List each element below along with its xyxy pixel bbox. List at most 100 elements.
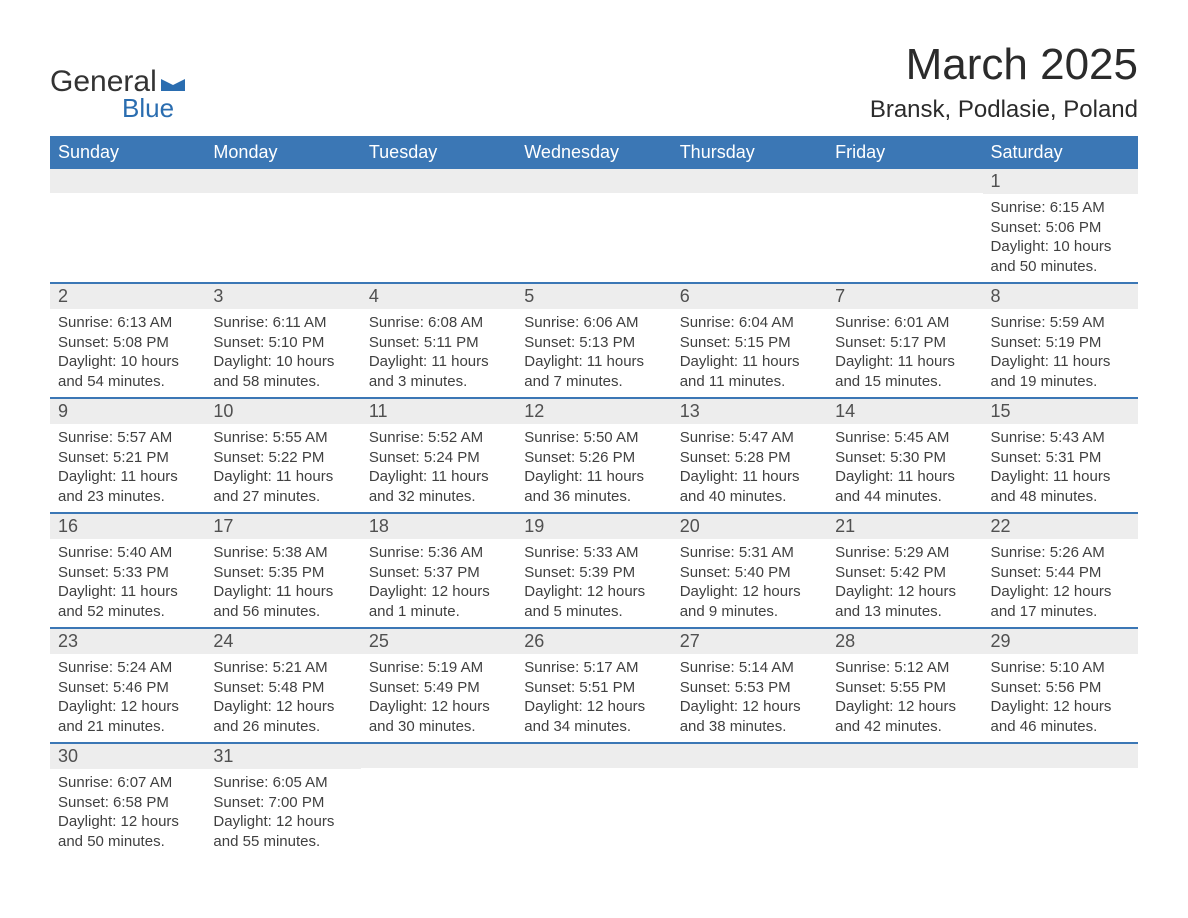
day-sunset: Sunset: 5:44 PM <box>991 563 1130 583</box>
day-cell-body: Sunrise: 5:12 AMSunset: 5:55 PMDaylight:… <box>827 654 982 742</box>
weekday-header: Sunday <box>50 136 205 169</box>
day-sunrise: Sunrise: 5:55 AM <box>213 428 352 448</box>
day-number: 9 <box>50 397 205 424</box>
day-cell-body: Sunrise: 5:59 AMSunset: 5:19 PMDaylight:… <box>983 309 1138 397</box>
day-day1: Daylight: 11 hours <box>680 352 819 372</box>
day-details: Sunrise: 5:14 AMSunset: 5:53 PMDaylight:… <box>672 654 827 742</box>
day-sunrise: Sunrise: 5:47 AM <box>680 428 819 448</box>
day-number: 25 <box>361 627 516 654</box>
day-sunset: Sunset: 5:15 PM <box>680 333 819 353</box>
day-details: Sunrise: 5:10 AMSunset: 5:56 PMDaylight:… <box>983 654 1138 742</box>
day-day2: and 42 minutes. <box>835 717 974 737</box>
day-day1: Daylight: 12 hours <box>213 812 352 832</box>
daybody-row: Sunrise: 6:07 AMSunset: 6:58 PMDaylight:… <box>50 769 1138 857</box>
day-day2: and 46 minutes. <box>991 717 1130 737</box>
day-cell-body <box>983 769 1138 857</box>
day-details: Sunrise: 5:55 AMSunset: 5:22 PMDaylight:… <box>205 424 360 512</box>
day-cell-strip: 2 <box>50 282 205 309</box>
day-day1: Daylight: 12 hours <box>524 697 663 717</box>
day-day2: and 50 minutes. <box>58 832 197 852</box>
day-sunrise: Sunrise: 5:12 AM <box>835 658 974 678</box>
day-cell-body <box>205 194 360 282</box>
day-sunrise: Sunrise: 5:38 AM <box>213 543 352 563</box>
day-cell-body: Sunrise: 5:52 AMSunset: 5:24 PMDaylight:… <box>361 424 516 512</box>
day-sunrise: Sunrise: 6:08 AM <box>369 313 508 333</box>
weekday-header: Tuesday <box>361 136 516 169</box>
weekday-header: Wednesday <box>516 136 671 169</box>
day-cell-body: Sunrise: 5:19 AMSunset: 5:49 PMDaylight:… <box>361 654 516 742</box>
day-cell-body: Sunrise: 5:45 AMSunset: 5:30 PMDaylight:… <box>827 424 982 512</box>
day-cell-strip: 20 <box>672 512 827 539</box>
day-details: Sunrise: 5:38 AMSunset: 5:35 PMDaylight:… <box>205 539 360 627</box>
day-sunrise: Sunrise: 5:14 AM <box>680 658 819 678</box>
day-cell-body: Sunrise: 5:31 AMSunset: 5:40 PMDaylight:… <box>672 539 827 627</box>
day-sunrise: Sunrise: 5:19 AM <box>369 658 508 678</box>
day-day1: Daylight: 11 hours <box>524 352 663 372</box>
day-sunrise: Sunrise: 5:10 AM <box>991 658 1130 678</box>
day-number: 20 <box>672 512 827 539</box>
day-day1: Daylight: 12 hours <box>213 697 352 717</box>
day-sunset: Sunset: 5:35 PM <box>213 563 352 583</box>
logo: General Blue <box>50 65 185 124</box>
day-number: 12 <box>516 397 671 424</box>
day-number: 10 <box>205 397 360 424</box>
day-day2: and 17 minutes. <box>991 602 1130 622</box>
empty-day-strip <box>672 169 827 193</box>
day-cell-body: Sunrise: 5:40 AMSunset: 5:33 PMDaylight:… <box>50 539 205 627</box>
day-cell-strip: 11 <box>361 397 516 424</box>
day-day1: Daylight: 12 hours <box>680 697 819 717</box>
day-number: 23 <box>50 627 205 654</box>
day-sunset: Sunset: 5:21 PM <box>58 448 197 468</box>
day-details: Sunrise: 5:50 AMSunset: 5:26 PMDaylight:… <box>516 424 671 512</box>
day-details: Sunrise: 5:21 AMSunset: 5:48 PMDaylight:… <box>205 654 360 742</box>
day-cell-body: Sunrise: 5:33 AMSunset: 5:39 PMDaylight:… <box>516 539 671 627</box>
empty-day-strip <box>361 169 516 193</box>
day-sunrise: Sunrise: 5:36 AM <box>369 543 508 563</box>
day-details: Sunrise: 6:13 AMSunset: 5:08 PMDaylight:… <box>50 309 205 397</box>
day-cell-strip: 31 <box>205 742 360 769</box>
day-day2: and 19 minutes. <box>991 372 1130 392</box>
day-cell-strip <box>827 169 982 194</box>
day-details: Sunrise: 5:52 AMSunset: 5:24 PMDaylight:… <box>361 424 516 512</box>
logo-text-blue: Blue <box>122 93 174 124</box>
day-cell-strip: 19 <box>516 512 671 539</box>
day-number: 15 <box>983 397 1138 424</box>
day-day1: Daylight: 12 hours <box>991 582 1130 602</box>
day-day2: and 5 minutes. <box>524 602 663 622</box>
day-sunrise: Sunrise: 5:33 AM <box>524 543 663 563</box>
day-sunset: Sunset: 5:26 PM <box>524 448 663 468</box>
day-day1: Daylight: 11 hours <box>58 582 197 602</box>
day-sunset: Sunset: 5:42 PM <box>835 563 974 583</box>
title-block: March 2025 Bransk, Podlasie, Poland <box>870 40 1138 124</box>
day-day2: and 26 minutes. <box>213 717 352 737</box>
day-day2: and 48 minutes. <box>991 487 1130 507</box>
day-cell-body: Sunrise: 6:07 AMSunset: 6:58 PMDaylight:… <box>50 769 205 857</box>
day-details: Sunrise: 5:26 AMSunset: 5:44 PMDaylight:… <box>983 539 1138 627</box>
day-day1: Daylight: 12 hours <box>835 697 974 717</box>
day-sunrise: Sunrise: 5:52 AM <box>369 428 508 448</box>
day-cell-strip: 9 <box>50 397 205 424</box>
day-day2: and 23 minutes. <box>58 487 197 507</box>
day-day2: and 30 minutes. <box>369 717 508 737</box>
day-day1: Daylight: 11 hours <box>524 467 663 487</box>
day-cell-strip: 5 <box>516 282 671 309</box>
day-cell-body: Sunrise: 6:13 AMSunset: 5:08 PMDaylight:… <box>50 309 205 397</box>
day-number: 21 <box>827 512 982 539</box>
day-details: Sunrise: 5:59 AMSunset: 5:19 PMDaylight:… <box>983 309 1138 397</box>
day-sunset: Sunset: 5:48 PM <box>213 678 352 698</box>
daybody-row: Sunrise: 5:57 AMSunset: 5:21 PMDaylight:… <box>50 424 1138 512</box>
day-sunset: Sunset: 5:51 PM <box>524 678 663 698</box>
day-sunset: Sunset: 5:24 PM <box>369 448 508 468</box>
day-day1: Daylight: 11 hours <box>213 467 352 487</box>
empty-day-strip <box>361 742 516 768</box>
day-number: 2 <box>50 282 205 309</box>
day-sunset: Sunset: 5:30 PM <box>835 448 974 468</box>
day-sunset: Sunset: 7:00 PM <box>213 793 352 813</box>
flag-icon <box>161 73 185 91</box>
day-sunrise: Sunrise: 6:07 AM <box>58 773 197 793</box>
daybody-row: Sunrise: 5:24 AMSunset: 5:46 PMDaylight:… <box>50 654 1138 742</box>
day-cell-strip: 21 <box>827 512 982 539</box>
day-sunrise: Sunrise: 5:21 AM <box>213 658 352 678</box>
day-cell-body: Sunrise: 6:08 AMSunset: 5:11 PMDaylight:… <box>361 309 516 397</box>
daybody-row: Sunrise: 6:13 AMSunset: 5:08 PMDaylight:… <box>50 309 1138 397</box>
